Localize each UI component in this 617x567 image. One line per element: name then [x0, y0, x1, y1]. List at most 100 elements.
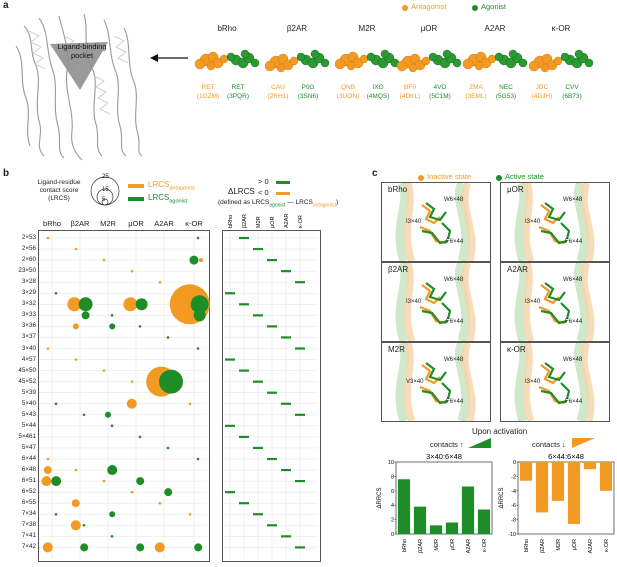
residue-tag-0: W6×48 [563, 357, 583, 363]
active-dot-icon [496, 175, 502, 181]
legend-active: Active state [505, 172, 544, 181]
residue-label-17: 5×44 [21, 421, 36, 429]
chart-frame-0 [395, 461, 493, 535]
helix-icon [514, 263, 595, 341]
gt0-label: > 0 [258, 177, 269, 186]
antagonist-dot-icon [402, 5, 408, 11]
helix-icon [395, 343, 476, 421]
residue-label-5: 3×29 [21, 289, 36, 297]
residue-tag-2: F6×44 [565, 319, 583, 325]
chart-category: M2R [556, 539, 562, 551]
chart-category: μOR [572, 539, 578, 550]
lrcs-title: Ligand-residue contact score (LRCS) [37, 179, 81, 202]
panel-c-letter: c [372, 168, 378, 179]
bar-1-4 [583, 462, 597, 470]
ligand-ant-0: RET [201, 84, 215, 91]
ligand-ag-4: NEC [499, 84, 513, 91]
residue-label-26: 7×38 [21, 521, 36, 529]
matrix-col-3: μOR [128, 219, 144, 228]
chart-category: β2AR [540, 539, 546, 553]
residue-label-14: 5×39 [21, 388, 36, 396]
delta-col-4: A2AR [284, 214, 290, 228]
structure-title: A2AR [507, 265, 528, 274]
inactive-dot-icon [418, 175, 424, 181]
residue-label-23: 6×52 [21, 488, 36, 496]
chart-ytick: 2 [391, 518, 394, 524]
bar-0-5 [477, 509, 491, 534]
chart-ytick: 8 [391, 474, 394, 480]
chart-ytick: -8 [511, 518, 516, 524]
structure-box-5: κ-OR W6×48 I3×40 F6×44 [500, 342, 610, 422]
chart-ytick: 10 [388, 460, 394, 466]
gt0-swatch [276, 181, 290, 184]
residue-tag-0: W6×48 [444, 277, 464, 283]
ligand-ag-pdb-0: (3PQR) [226, 93, 250, 100]
residue-label-21: 6×48 [21, 466, 36, 474]
scale-5: 5 [102, 197, 106, 203]
agonist-swatch [128, 197, 144, 201]
residue-label-12: 45×50 [18, 366, 36, 374]
delta-col-0: bRho [228, 215, 234, 228]
chart-ytick: -2 [511, 474, 516, 480]
ligand-blobs-2 [334, 49, 400, 71]
matrix-col-2: M2R [100, 219, 116, 228]
receptor-title-1: β2AR [286, 24, 308, 33]
residue-tag-1: V3×40 [406, 379, 424, 385]
structure-title: κ-OR [507, 345, 526, 354]
chart-ytick: 6 [391, 489, 394, 495]
residue-tag-1: I3×40 [406, 219, 422, 225]
residue-label-25: 7×34 [21, 510, 36, 518]
residue-label-11: 4×57 [21, 355, 36, 363]
lt0-label: < 0 [258, 188, 269, 197]
chart-ytick: -4 [511, 489, 516, 495]
chart-title-1: 6×44:6×48 [548, 452, 584, 461]
residue-tag-2: F6×44 [446, 319, 464, 325]
contacts-up-label: contacts ↑ [430, 440, 464, 449]
ligand-ant-4: ZMA [469, 84, 483, 91]
receptor-title-4: A2AR [484, 24, 506, 33]
structure-title: bRho [388, 185, 408, 194]
ligand-ag-pdb-4: (5G53) [495, 93, 517, 100]
contacts-up-wedge-icon [468, 438, 491, 448]
residue-label-4: 3×28 [21, 278, 36, 286]
ligand-ant-3: BF0 [404, 84, 416, 91]
delta-col-5: κ-OR [298, 215, 304, 228]
residue-tag-1: I3×40 [406, 299, 422, 305]
residue-tag-1: I3×40 [525, 219, 541, 225]
residue-tag-1: I3×40 [525, 299, 541, 305]
chart-ytick: -6 [511, 503, 516, 509]
panel-b-letter: b [3, 168, 10, 179]
residue-label-24: 6×55 [21, 499, 36, 507]
chart-ytick: 0 [513, 460, 516, 466]
ligand-ant-pdb-0: (1GZM) [196, 93, 220, 100]
ligand-ag-3: 4VO [433, 84, 447, 91]
residue-tag-1: I3×40 [525, 379, 541, 385]
chart-title-0: 3×40:6×48 [426, 452, 462, 461]
residue-label-6: 3×32 [21, 300, 36, 308]
residue-label-15: 5×40 [21, 399, 36, 407]
scale-25: 25 [102, 174, 109, 180]
chart-category: β2AR [418, 539, 424, 553]
legend-inactive: Inactive state [427, 172, 472, 181]
chart-category: A2AR [466, 539, 472, 553]
residue-tag-0: W6×48 [444, 197, 464, 203]
bar-1-2 [551, 462, 565, 501]
chart-category: μOR [450, 539, 456, 550]
receptor-title-0: bRho [217, 24, 237, 33]
delta-definition: (defined as LRCSagonist — LRCSantagonist… [218, 199, 339, 209]
structure-title: M2R [388, 345, 405, 354]
ligand-ant-1: CAU [271, 84, 285, 91]
ligand-ant-pdb-5: (4DJH) [531, 93, 553, 100]
matrix-col-1: β2AR [70, 219, 90, 228]
scale-15: 15 [102, 187, 109, 193]
bubble-matrix-plot: bRho β2AR M2R μOR A2AR κ-OR [39, 214, 318, 559]
bar-1-3 [567, 462, 581, 524]
bar-1-0 [519, 462, 533, 481]
receptor-title-2: M2R [358, 24, 376, 33]
receptor-title-5: κ-OR [551, 24, 571, 33]
residue-tag-2: F6×44 [565, 399, 583, 405]
ligand-blobs-5 [528, 49, 594, 73]
residue-tag-0: W6×48 [563, 277, 583, 283]
residue-tag-2: F6×44 [446, 399, 464, 405]
ligand-ag-pdb-5: (6B73) [562, 93, 582, 100]
